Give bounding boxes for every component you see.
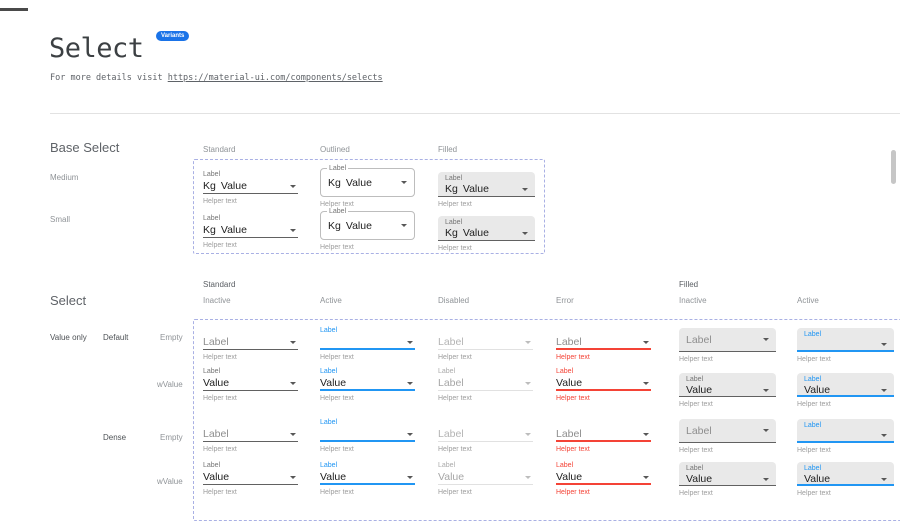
subtitle-text: For more details visit [50,73,168,83]
base-row-small: Small [50,215,71,224]
header-divider [50,113,900,114]
base-col-standard: Standard [203,145,236,154]
row-group-value-only: Value only [50,333,87,342]
variants-badge: Variants [156,31,190,41]
row-size-dense: Dense [103,433,127,442]
subtitle: For more details visit https://material-… [50,73,383,83]
row-size-default: Default [103,333,129,342]
row-label-empty-2: Empty [160,433,183,442]
base-select-heading: Base Select [50,140,120,155]
select-component-frame [193,319,900,521]
base-col-outlined: Outlined [320,145,350,154]
col-disabled: Disabled [438,296,470,305]
base-col-filled: Filled [438,145,458,154]
col-filled-inactive: Inactive [679,296,707,305]
row-label-wvalue-2: wValue [157,477,183,486]
top-left-marker [0,8,28,11]
col-error: Error [556,296,574,305]
group-standard: Standard [203,280,236,289]
col-standard-active: Active [320,296,342,305]
page-title: Select [49,33,144,64]
row-label-empty-1: Empty [160,333,183,342]
row-label-wvalue-1: wValue [157,380,183,389]
base-select-component-frame [193,159,545,254]
scrollbar-thumb[interactable] [891,150,896,184]
select-heading: Select [50,293,87,308]
col-standard-inactive: Inactive [203,296,231,305]
col-filled-active: Active [797,296,819,305]
base-row-medium: Medium [50,173,79,182]
docs-link[interactable]: https://material-ui.com/components/selec… [167,73,383,83]
group-filled: Filled [679,280,699,289]
